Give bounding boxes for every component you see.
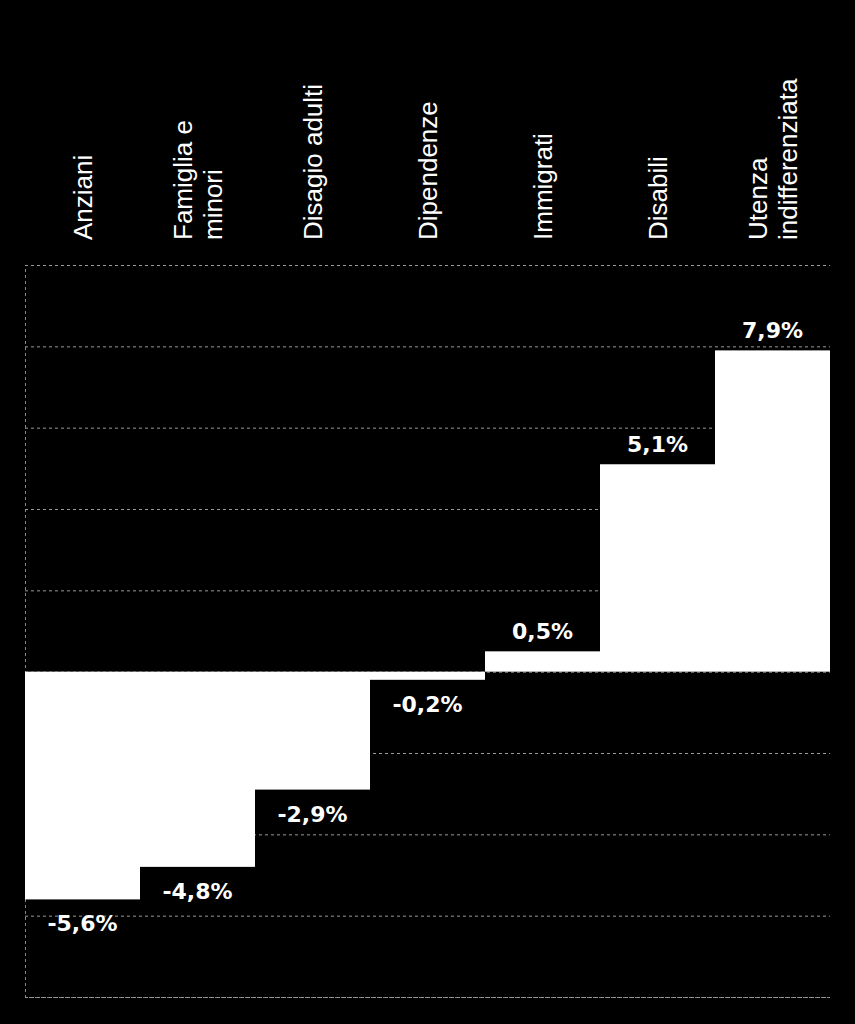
x-tick-label-line: Immigrati: [528, 133, 558, 240]
x-tick-label-line: Anziani: [68, 155, 98, 240]
data-labels: -5,6% -4,8% -2,9% -0,2% 0,5% 5,1% 7,9%: [47, 318, 803, 936]
x-tick-label: Famiglia eminori: [168, 120, 228, 240]
x-tick-label: Anziani: [68, 155, 98, 240]
grid-line: [25, 346, 830, 347]
x-axis: Anziani Famiglia eminori Disagio adulti Dip…: [68, 78, 803, 240]
bar: [25, 672, 140, 900]
x-tick-label-line: Famiglia e: [168, 120, 198, 240]
y-tick: [25, 346, 830, 347]
bar: [140, 672, 255, 867]
y-tick: [25, 265, 830, 266]
y-tick: [25, 428, 830, 429]
background: [0, 0, 855, 1024]
y-axis-line: [26, 266, 831, 998]
data-label: -4,8%: [162, 879, 232, 904]
grid-line: [25, 428, 830, 429]
x-tick-label: Immigrati: [528, 133, 558, 240]
bar: [370, 672, 485, 680]
x-tick-label: Disabili: [643, 156, 673, 240]
grid-line: [25, 916, 830, 917]
x-tick-label: Utenzaindifferenziata: [743, 78, 803, 240]
x-tick-label: Disagio adulti: [298, 84, 328, 240]
bar: [600, 464, 715, 671]
x-tick-label-line: Utenza: [743, 157, 773, 240]
bar: [255, 672, 370, 790]
y-tick: [25, 997, 830, 998]
x-tick-label-line: Dipendenze: [413, 101, 443, 240]
x-tick-label: Dipendenze: [413, 101, 443, 240]
data-label: 7,9%: [742, 318, 803, 343]
data-label: 5,1%: [627, 432, 688, 457]
y-axis: [25, 266, 830, 998]
grid-line: [25, 997, 830, 998]
x-tick-label-line: minori: [198, 169, 228, 240]
grid-line: [25, 265, 830, 266]
bars: [25, 350, 830, 899]
data-label: -5,6%: [47, 911, 117, 936]
data-label: -2,9%: [277, 802, 347, 827]
bar: [715, 350, 830, 671]
chart: -5,6% -4,8% -2,9% -0,2% 0,5% 5,1% 7,9% Anziani F…: [0, 0, 855, 1024]
data-label: 0,5%: [512, 619, 573, 644]
y-tick: [25, 916, 830, 917]
bar: [485, 651, 600, 671]
x-tick-label-line: Disabili: [643, 156, 673, 240]
x-tick-label-line: Disagio adulti: [298, 84, 328, 240]
x-tick-label-line: indifferenziata: [773, 78, 803, 240]
data-label: -0,2%: [392, 692, 462, 717]
